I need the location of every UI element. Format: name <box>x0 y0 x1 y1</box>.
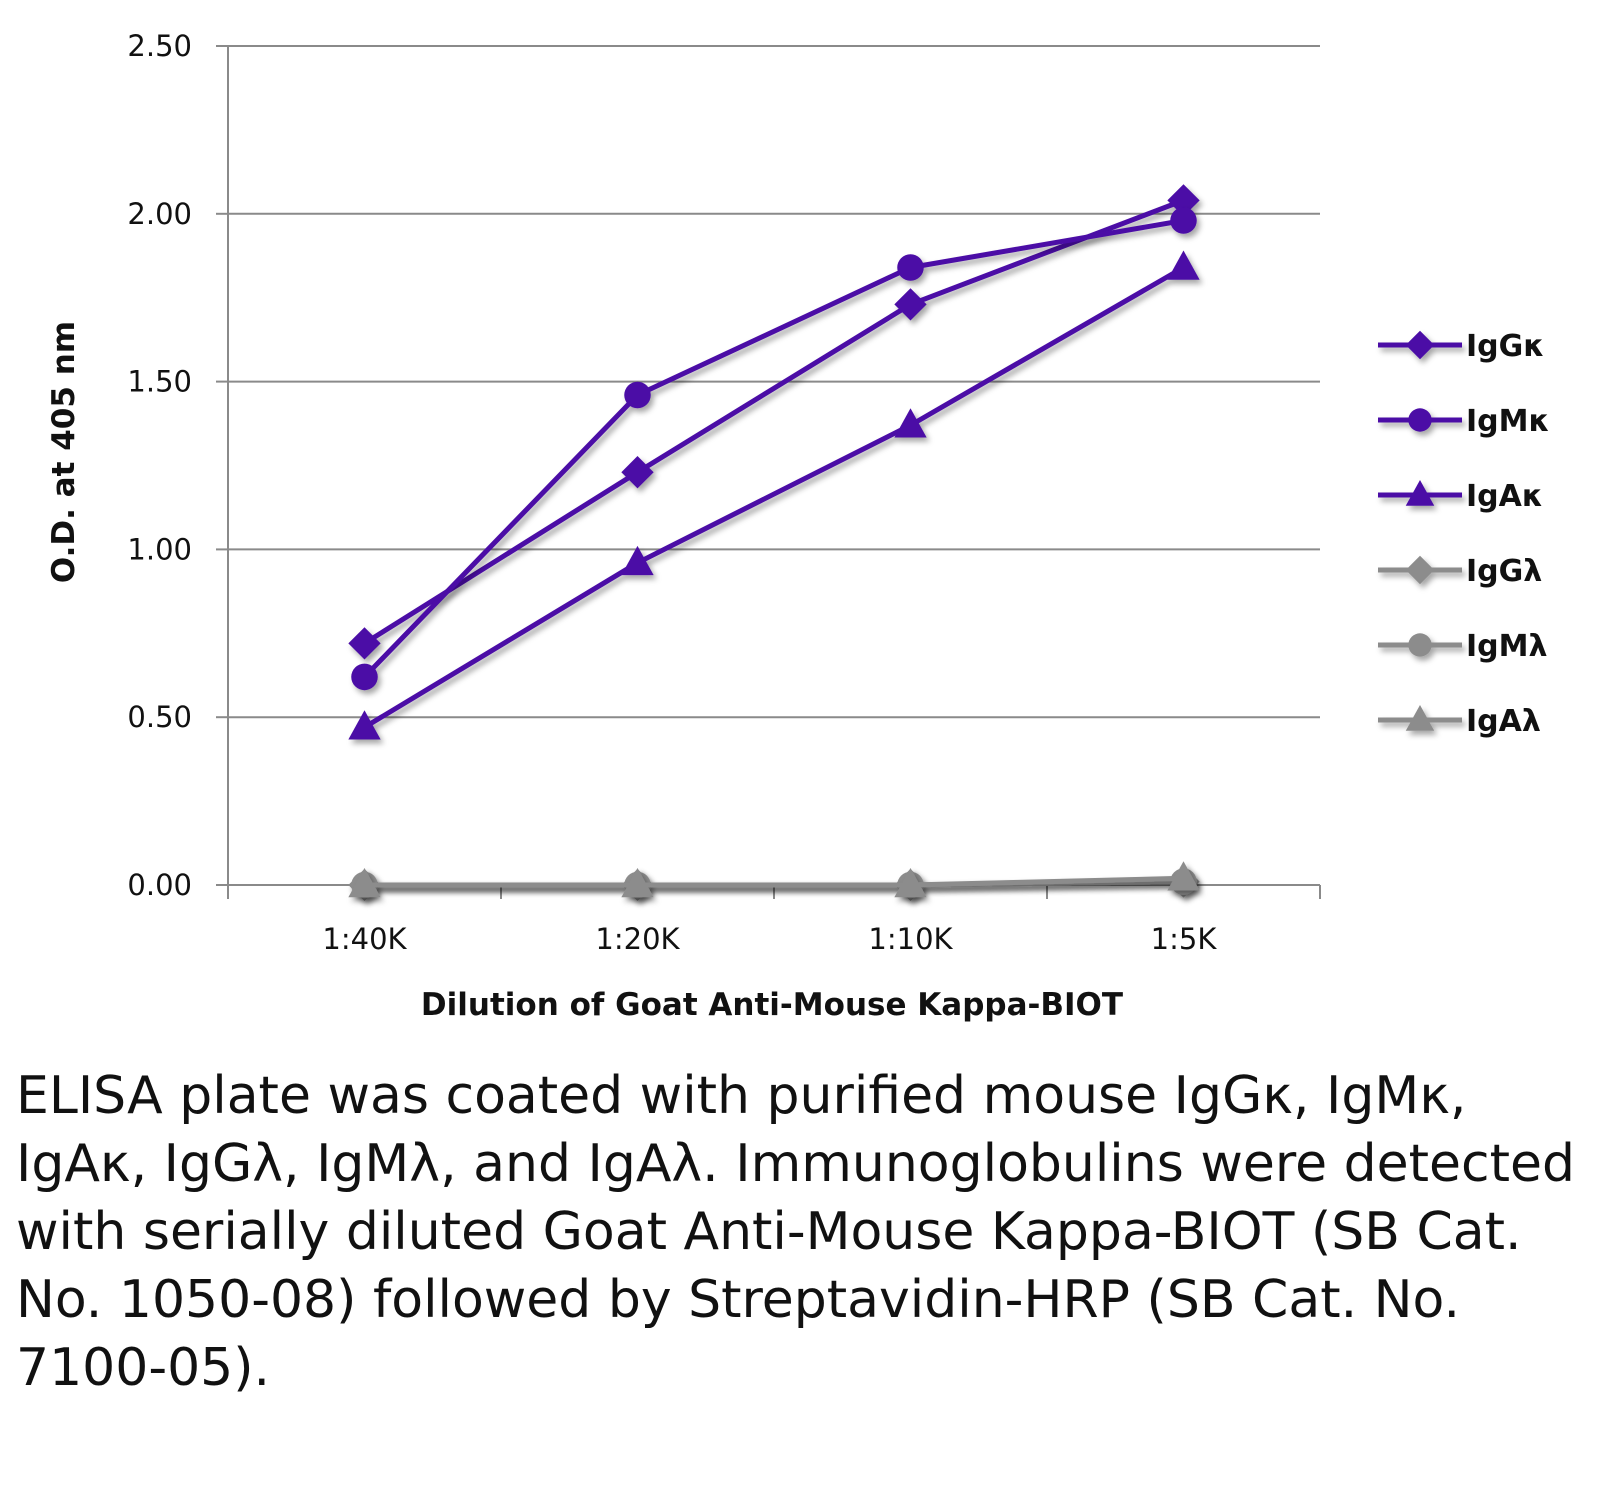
series-line-iggkappa <box>363 198 1185 646</box>
legend-marker <box>1405 480 1435 506</box>
figure-caption: ELISA plate was coated with purified mou… <box>16 1066 1575 1398</box>
data-point-iggkappa <box>348 627 381 660</box>
legend-item-igglambda: IgGλ <box>1378 554 1542 589</box>
y-axis-title: O.D. at 405 nm <box>46 321 82 583</box>
legend-swatch <box>1378 555 1462 585</box>
data-point-igmkappa <box>624 381 651 409</box>
y-tick-label: 0.50 <box>127 700 192 734</box>
data-point-igalambda <box>894 868 927 898</box>
elisa-line-chart: 0.00 0.50 1.00 1.50 2.00 2.50 1:40K 1:20K 1:10K 1… <box>46 29 1550 1023</box>
legend-label: IgMλ <box>1466 629 1547 664</box>
data-series <box>348 184 1200 902</box>
y-tick-label: 1.00 <box>127 532 192 566</box>
axes: 0.00 0.50 1.00 1.50 2.00 2.50 1:40K 1:20K 1:10K 1… <box>127 29 1321 956</box>
series-igakappa <box>348 250 1200 740</box>
legend-swatch <box>1378 633 1462 657</box>
x-axis-title: Dilution of Goat Anti-Mouse Kappa-BIOT <box>421 987 1123 1023</box>
series-line-igmkappa <box>362 218 1184 679</box>
legend-label: IgMκ <box>1466 404 1550 439</box>
legend-swatch <box>1378 705 1462 731</box>
data-point-igmkappa <box>897 254 924 281</box>
legend-marker <box>1405 555 1435 585</box>
x-tick-label: 1:40K <box>322 922 407 956</box>
y-tick-label: 2.00 <box>127 197 192 231</box>
legend: IgGκ IgMκ IgAκ IgGλ IgMλ IgAλ <box>1378 329 1550 739</box>
legend-label: IgAκ <box>1466 479 1543 514</box>
legend-item-igakappa: IgAκ <box>1378 479 1543 514</box>
series-line-igakappa <box>363 265 1185 730</box>
data-point-igakappa <box>621 545 654 576</box>
legend-swatch <box>1378 408 1462 432</box>
data-point-igakappa <box>894 408 927 438</box>
series-iggkappa <box>348 184 1200 660</box>
y-tick-label: 1.50 <box>127 365 192 399</box>
series-igmkappa <box>351 207 1197 691</box>
legend-swatch <box>1378 480 1462 506</box>
legend-marker <box>1408 633 1432 657</box>
data-point-igakappa <box>1167 250 1200 280</box>
series-igalambda <box>348 861 1200 898</box>
legend-item-iggkappa: IgGκ <box>1378 329 1545 364</box>
series-line-igalambda <box>364 875 1184 888</box>
gridlines <box>228 45 1320 719</box>
data-point-igakappa <box>348 710 381 740</box>
y-tick-label: 2.50 <box>127 29 192 63</box>
x-tick-label: 1:20K <box>595 922 680 956</box>
data-point-igmkappa <box>1170 207 1197 234</box>
data-point-igalambda <box>1167 861 1200 891</box>
legend-swatch <box>1378 330 1462 360</box>
legend-label: IgGκ <box>1466 329 1545 364</box>
y-tick-label: 0.00 <box>127 868 192 902</box>
data-point-iggkappa <box>894 288 927 321</box>
legend-item-igmlambda: IgMλ <box>1378 629 1547 664</box>
legend-label: IgAλ <box>1466 704 1541 739</box>
data-point-igalambda <box>621 868 654 898</box>
data-point-iggkappa <box>621 456 654 489</box>
x-tick-label: 1:5K <box>1151 922 1218 956</box>
legend-marker <box>1408 408 1432 432</box>
x-tick-label: 1:10K <box>868 922 953 956</box>
legend-label: IgGλ <box>1466 554 1542 589</box>
legend-marker <box>1405 705 1435 731</box>
legend-item-igalambda: IgAλ <box>1378 704 1541 739</box>
legend-marker <box>1405 330 1435 360</box>
data-point-igmkappa <box>351 663 378 691</box>
data-point-iggkappa <box>1167 184 1200 217</box>
legend-item-igmkappa: IgMκ <box>1378 404 1550 439</box>
data-point-igalambda <box>348 868 381 898</box>
